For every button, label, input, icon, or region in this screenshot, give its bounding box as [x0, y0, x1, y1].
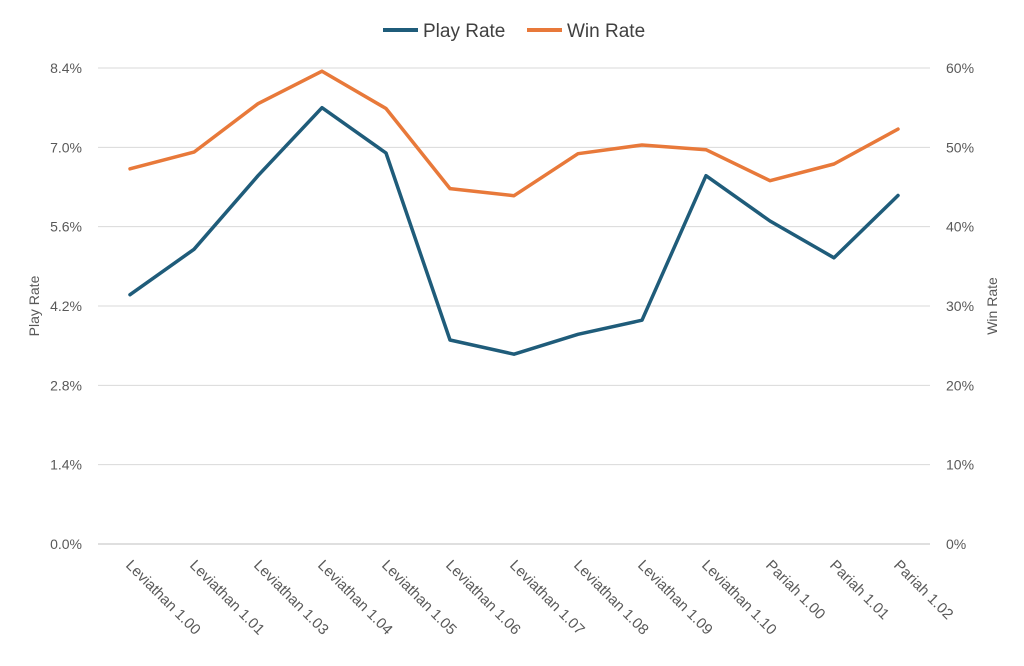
series-line-win-rate — [128, 69, 900, 198]
data-point-win-rate — [640, 143, 644, 147]
y2-tick-label: 0% — [946, 536, 966, 552]
data-point-win-rate — [320, 69, 324, 73]
data-point-win-rate — [512, 194, 516, 197]
data-point-win-rate — [384, 107, 388, 110]
y-tick-label: 1.4% — [50, 457, 82, 473]
data-point-play-rate — [448, 338, 452, 342]
y2-axis-title: Win Rate — [984, 277, 1000, 335]
data-point-play-rate — [832, 256, 836, 260]
data-point-win-rate — [832, 162, 836, 166]
data-point-win-rate — [576, 152, 580, 155]
y2-tick-label: 10% — [946, 457, 974, 473]
data-point-win-rate — [192, 150, 196, 154]
data-point-play-rate — [128, 293, 132, 296]
y-tick-label: 4.2% — [50, 298, 82, 314]
axes: 0.0% 0% 1.4% 10% 2.8% 20% 4.2% 30% 5.6% 40% 7.0% 50… — [50, 60, 974, 638]
y-tick-label: 7.0% — [50, 139, 82, 155]
series — [128, 69, 900, 356]
data-point-play-rate — [384, 151, 388, 155]
legend-play-rate-label: Play Rate — [423, 21, 505, 42]
data-point-play-rate — [512, 352, 516, 356]
data-point-play-rate — [192, 248, 196, 251]
y-tick-label: 5.6% — [50, 219, 82, 235]
x-tick-label: Pariah 1.00 — [762, 557, 828, 623]
y2-tick-label: 50% — [946, 139, 974, 155]
y2-tick-label: 20% — [946, 377, 974, 393]
y2-tick-label: 40% — [946, 219, 974, 235]
y-tick-label: 0.0% — [50, 536, 82, 552]
data-point-win-rate — [448, 187, 452, 190]
legend-win-rate-label: Win Rate — [567, 21, 645, 42]
y-axis-title: Play Rate — [26, 275, 42, 336]
gridlines — [98, 67, 930, 545]
y-tick-label: 2.8% — [50, 377, 82, 393]
data-point-play-rate — [576, 333, 580, 336]
y-tick-label: 8.4% — [50, 60, 82, 76]
legend: Play Rate Win Rate — [383, 21, 645, 42]
data-point-win-rate — [768, 179, 772, 182]
data-point-play-rate — [896, 194, 900, 197]
data-point-play-rate — [768, 219, 772, 223]
y2-tick-label: 60% — [946, 60, 974, 76]
series-line-play-rate — [128, 105, 900, 356]
data-point-win-rate — [256, 102, 260, 105]
data-point-win-rate — [128, 167, 132, 170]
y2-tick-label: 30% — [946, 298, 974, 314]
data-point-win-rate — [896, 127, 900, 131]
data-point-win-rate — [704, 148, 708, 151]
x-tick-label: Pariah 1.02 — [890, 557, 956, 623]
data-point-play-rate — [704, 174, 708, 177]
x-tick-label: Pariah 1.01 — [826, 557, 892, 623]
data-point-play-rate — [320, 106, 324, 109]
data-point-play-rate — [640, 318, 644, 322]
data-point-play-rate — [256, 174, 260, 177]
